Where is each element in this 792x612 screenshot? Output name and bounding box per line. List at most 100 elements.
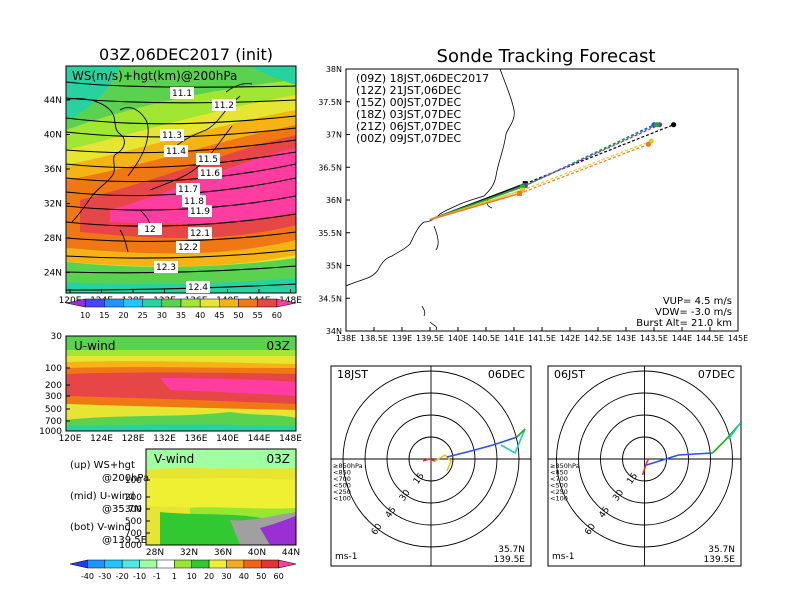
hodograph-time: 18JST [337,368,368,381]
contour-label: 12 [144,225,155,235]
contour-label-bg [198,167,222,179]
track-burst-marker [519,187,525,193]
hodograph-level: ≥850hPa [333,462,363,470]
ws-colorbar: 10 15 20 25 30 35 40 45 50 55 60 [65,298,297,320]
v-y-tick: 700 [125,529,142,539]
v-y-tick: 1000 [119,541,142,551]
hodograph-level: <700 [333,475,351,483]
v-x-ticks: 28N 32N 36N 40N 44N [146,548,300,558]
uv-colorbar-tick: 20 [204,572,214,581]
track-lon-tick: 138E [336,334,356,343]
map-panel-label: WS(m/s)+hgt(km)@200hPa [72,69,237,83]
track-descent-line [519,143,649,195]
contour-label-bg [182,195,206,207]
map-lat-tick: 32N [44,200,62,210]
u-y-tick: 300 [45,392,62,402]
uv-colorbar-tick: -40 [81,572,94,581]
uv-colorbar-swatch [121,559,140,569]
ws-colorbar-tick: 45 [214,311,224,320]
map-lon-tick: 120E [59,296,82,306]
u-panel-label: U-wind [74,339,115,353]
hodograph-level: <100 [550,495,568,503]
note-key: (up) WS+hgt [70,460,135,471]
uv-colorbar-tick: -30 [98,572,111,581]
u-y-tick: 1000 [39,427,62,437]
contour-label: 12.3 [156,263,176,273]
track-lat-tick: 37.5N [318,98,342,107]
track-param: Burst Alt= 21.0 km [636,318,732,329]
track-lon-tick: 143E [616,334,636,343]
ws-colorbar-tick: 40 [195,311,205,320]
hodograph-date: 06DEC [488,368,525,381]
contour-label-bg [170,87,194,99]
ws-colorbar-tick: 25 [138,311,148,320]
v-y-tick: 200 [125,493,142,503]
hodograph-trace [641,458,650,476]
hodograph-lat: 35.7N [708,545,735,555]
uv-colorbar-swatch [278,559,297,569]
ws-colorbar-tick: 15 [99,311,109,320]
v-panel-label: V-wind [154,452,194,466]
track-ascent-line [429,192,520,221]
contour-label: 11.5 [198,155,218,165]
v-x-tick: 36N [214,548,232,558]
hodograph-level: <850 [333,469,351,477]
track-descent-line [524,124,660,187]
contour-label-bg [176,183,200,195]
track-lon-tick: 144E [672,334,692,343]
hodograph-trace [727,422,741,440]
hodograph-level: <250 [333,488,351,496]
v-x-tick: 44N [282,548,300,558]
hodograph-level: <500 [333,482,351,490]
uv-colorbar-tick: 40 [239,572,249,581]
ws-colorbar-swatch [199,298,220,308]
map-lat-tick: 44N [44,96,62,106]
ws-colorbar-tick: 30 [157,311,167,320]
track-lon-tick: 143.5E [640,334,668,343]
v-y-ticks: 100 200 300 500 700 1000 [119,476,150,551]
hodograph-unit: ms-1 [335,552,357,562]
track-lat-tick: 34.5N [318,294,342,303]
hodograph-level: <250 [550,488,568,496]
track-lat-ticks: 38N 37.5N 37N 36.5N 36N 35.5N 35N 34.5N 34N [318,65,350,336]
hodograph-trace [500,428,526,455]
ws-colorbar-swatch [180,298,201,308]
track-legend-entry: (15Z) 00JST,07DEC [356,96,461,109]
contour-label: 11.9 [190,207,210,217]
u-x-tick: 144E [248,434,271,444]
contour-label: 12.2 [178,243,198,253]
left-title: 03Z,06DEC2017 (init) [99,45,273,64]
hodograph-trace [516,428,526,438]
v-panel-time: 03Z [267,452,291,466]
ws-colorbar-swatch [276,298,297,308]
contour-label: 11.4 [166,147,186,157]
u-y-tick: 30 [51,332,63,342]
u-x-ticks: 120E 124E 128E 132E 136E 140E 144E 148E [59,434,303,444]
track-lat-tick: 36.5N [318,163,342,172]
note-sub: @200hPa [102,473,149,484]
map-frame [65,65,297,294]
track-legend-entry: (12Z) 21JST,06DEC [356,84,461,97]
track-landing-marker [645,141,652,147]
contour-label: 12.1 [190,229,210,239]
uv-colorbar-swatch [191,559,210,569]
contour-label-bg [188,227,212,239]
v-wind-panel: V-wind 03Z 100 200 300 500 700 1000 28N 32N 36N… [119,448,300,558]
ws-colorbar-tick: 10 [80,311,90,320]
track-lon-tick: 142.5E [584,334,612,343]
v-x-tick: 28N [146,548,164,558]
track-lon-tick: 144.5E [696,334,724,343]
contour-label: 11.3 [162,131,182,141]
track-legend-entry: (09Z) 18JST,06DEC2017 [356,72,489,85]
v-y-tick: 500 [125,517,142,527]
map-lat-tick: 40N [44,131,62,141]
uv-colorbar-swatch [208,559,227,569]
hodograph-lon: 139.5E [704,555,736,565]
uv-colorbar-swatch [104,559,123,569]
map-lat-ticks: 44N 40N 36N 32N 28N 24N [44,96,70,279]
panel-notes: (up) WS+hgt @200hPa (mid) U-wind @35.7N (bot… [70,460,149,546]
uv-colorbar-swatch [243,559,262,569]
